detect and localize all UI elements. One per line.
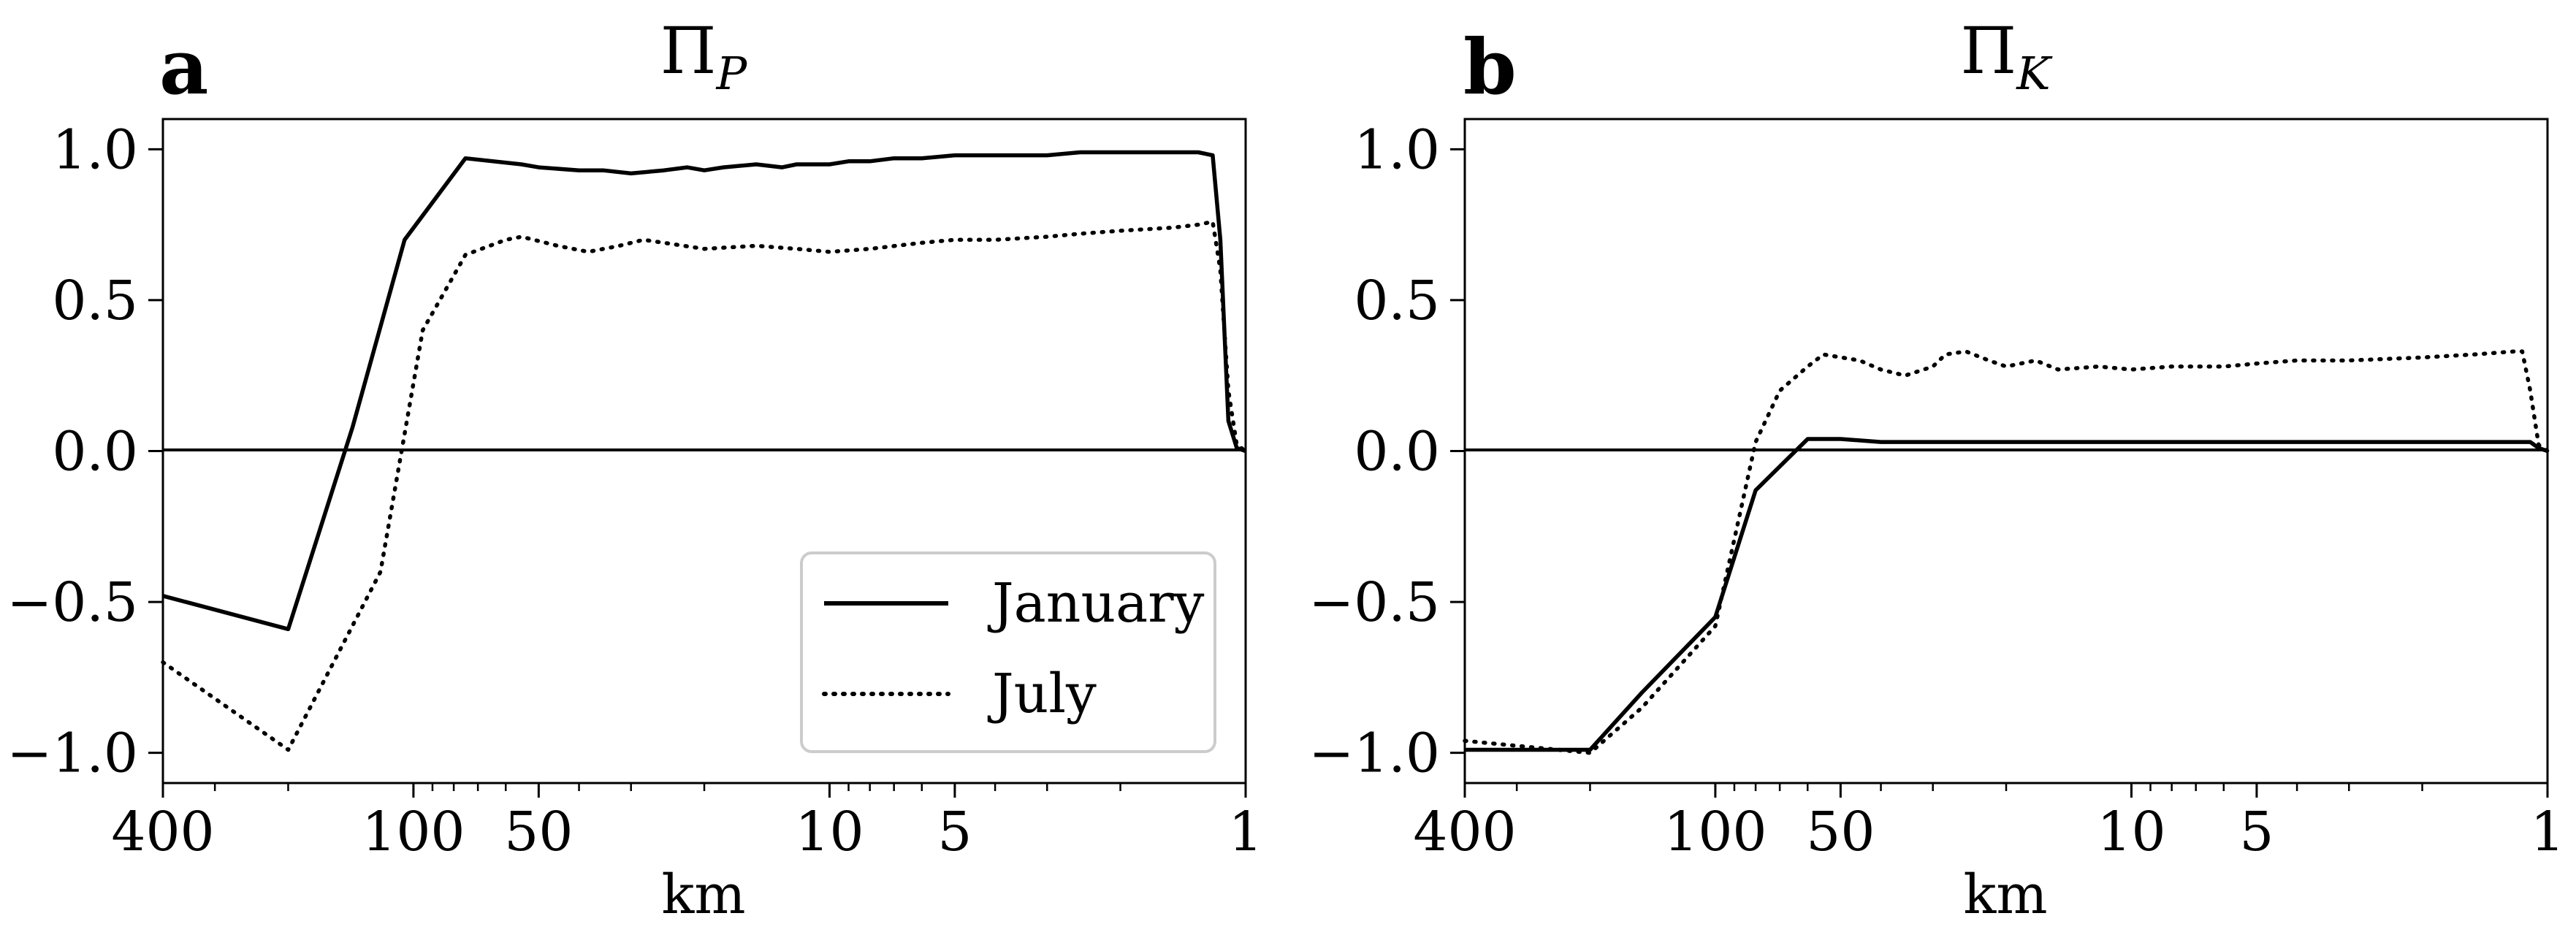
x-tick-label: 100	[1664, 801, 1767, 863]
panel-b-y-ticks: 1.0 0.5 0.0 −0.5 −1.0	[1308, 118, 1465, 785]
x-tick-label: 10	[2097, 801, 2165, 863]
x-tick-label: 400	[111, 801, 214, 863]
series-line-january	[162, 150, 1246, 632]
series-line-january	[1465, 437, 2548, 752]
y-tick-label: 0.5	[52, 270, 138, 332]
panel-a-title-subscript: P	[716, 47, 748, 100]
y-tick-label: −1.0	[7, 722, 138, 785]
panel-a-x-ticks: 400 100 50 10 5 1	[111, 783, 1263, 863]
legend-january-label: January	[987, 572, 1205, 635]
panel-a-y-ticks: 1.0 0.5 0.0 −0.5 −1.0	[7, 118, 163, 785]
x-tick-label: 1	[2530, 801, 2564, 863]
panel-b-x-ticks: 400 100 50 10 5 1	[1413, 783, 2565, 863]
panel-a-series	[161, 150, 1248, 752]
panel-a-minor-ticks	[161, 783, 1247, 791]
y-tick-label: 1.0	[1354, 118, 1440, 181]
y-tick-label: 0.5	[1354, 270, 1440, 332]
panel-b: b ΠK 1.0 0.5 0.0 −0.5 −1.0 400 100 50 10 5 1 km	[1308, 13, 2564, 926]
panel-b-title-subscript: K	[2016, 47, 2053, 100]
x-tick-label: 1	[1228, 801, 1262, 863]
panel-b-series	[1463, 349, 2550, 755]
series-line-july	[161, 219, 1248, 752]
x-tick-label: 100	[362, 801, 465, 863]
series-line-july	[1463, 349, 2550, 755]
panel-b-x-axis-label: km	[1963, 863, 2047, 926]
panel-b-title-main: Π	[1960, 13, 2016, 88]
x-tick-label: 50	[504, 801, 573, 863]
x-tick-label: 400	[1413, 801, 1516, 863]
y-tick-label: 0.0	[1354, 421, 1440, 484]
x-tick-label: 5	[937, 801, 972, 863]
x-tick-label: 10	[795, 801, 864, 863]
panel-b-minor-ticks	[1463, 783, 2549, 791]
panel-a-frame	[161, 118, 1247, 784]
y-tick-label: 1.0	[52, 118, 138, 181]
x-tick-label: 5	[2239, 801, 2274, 863]
y-tick-label: −0.5	[7, 571, 138, 634]
panel-a-letter: a	[159, 22, 208, 112]
panel-b-title: ΠK	[1960, 13, 2053, 100]
legend-july-label: July	[987, 663, 1097, 725]
panel-a-x-axis-label: km	[661, 863, 745, 926]
panel-a: a ΠP 1.0 0.5 0.0 −0.5 −1.0 400 100 50 10 5 1 km J…	[7, 13, 1262, 926]
y-tick-label: −1.0	[1308, 722, 1440, 785]
panel-b-letter: b	[1463, 22, 1517, 112]
x-tick-label: 50	[1806, 801, 1875, 863]
panel-a-title-main: Π	[660, 13, 717, 88]
y-tick-label: 0.0	[52, 421, 138, 484]
panel-a-title: ΠP	[660, 13, 748, 100]
panel-b-frame	[1463, 118, 2549, 784]
legend: January July	[800, 551, 1216, 753]
y-tick-label: −0.5	[1308, 571, 1440, 634]
